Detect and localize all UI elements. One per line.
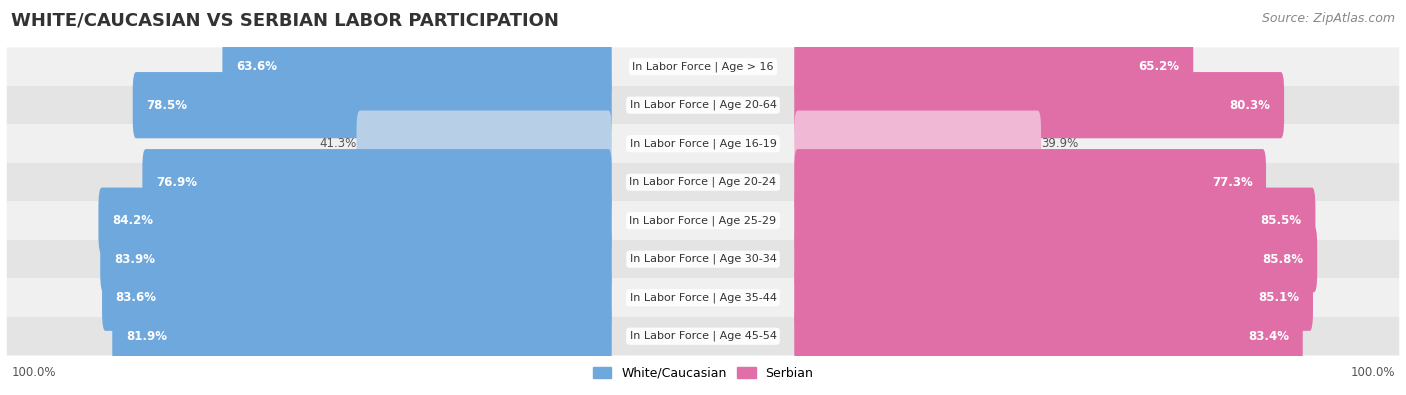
FancyBboxPatch shape: [794, 265, 1313, 331]
Legend: White/Caucasian, Serbian: White/Caucasian, Serbian: [588, 362, 818, 385]
Text: 84.2%: 84.2%: [112, 214, 153, 227]
FancyBboxPatch shape: [112, 303, 612, 369]
Text: In Labor Force | Age > 16: In Labor Force | Age > 16: [633, 61, 773, 72]
Text: 83.9%: 83.9%: [114, 253, 155, 266]
FancyBboxPatch shape: [794, 149, 1265, 215]
FancyBboxPatch shape: [794, 111, 1040, 177]
Text: 81.9%: 81.9%: [125, 330, 167, 343]
FancyBboxPatch shape: [794, 72, 1284, 138]
Text: In Labor Force | Age 30-34: In Labor Force | Age 30-34: [630, 254, 776, 265]
FancyBboxPatch shape: [794, 188, 1316, 254]
FancyBboxPatch shape: [7, 201, 1399, 240]
Text: In Labor Force | Age 16-19: In Labor Force | Age 16-19: [630, 138, 776, 149]
FancyBboxPatch shape: [7, 317, 1399, 356]
Text: 41.3%: 41.3%: [319, 137, 357, 150]
Text: 78.5%: 78.5%: [146, 99, 187, 112]
Text: 76.9%: 76.9%: [156, 176, 197, 189]
Text: 83.4%: 83.4%: [1249, 330, 1289, 343]
FancyBboxPatch shape: [7, 240, 1399, 278]
FancyBboxPatch shape: [7, 86, 1399, 124]
FancyBboxPatch shape: [222, 34, 612, 100]
Text: In Labor Force | Age 35-44: In Labor Force | Age 35-44: [630, 292, 776, 303]
Text: 80.3%: 80.3%: [1230, 99, 1271, 112]
FancyBboxPatch shape: [794, 34, 1194, 100]
FancyBboxPatch shape: [100, 226, 612, 292]
Text: In Labor Force | Age 45-54: In Labor Force | Age 45-54: [630, 331, 776, 342]
FancyBboxPatch shape: [7, 124, 1399, 163]
Text: In Labor Force | Age 20-24: In Labor Force | Age 20-24: [630, 177, 776, 188]
Text: 100.0%: 100.0%: [11, 366, 56, 379]
FancyBboxPatch shape: [142, 149, 612, 215]
Text: In Labor Force | Age 25-29: In Labor Force | Age 25-29: [630, 215, 776, 226]
FancyBboxPatch shape: [7, 163, 1399, 201]
FancyBboxPatch shape: [98, 188, 612, 254]
FancyBboxPatch shape: [7, 278, 1399, 317]
Text: 83.6%: 83.6%: [115, 291, 156, 304]
Text: WHITE/CAUCASIAN VS SERBIAN LABOR PARTICIPATION: WHITE/CAUCASIAN VS SERBIAN LABOR PARTICI…: [11, 12, 560, 30]
Text: 85.1%: 85.1%: [1258, 291, 1299, 304]
FancyBboxPatch shape: [794, 303, 1303, 369]
FancyBboxPatch shape: [7, 47, 1399, 86]
Text: 85.5%: 85.5%: [1261, 214, 1302, 227]
Text: 39.9%: 39.9%: [1040, 137, 1078, 150]
Text: 65.2%: 65.2%: [1139, 60, 1180, 73]
Text: Source: ZipAtlas.com: Source: ZipAtlas.com: [1261, 12, 1395, 25]
Text: 77.3%: 77.3%: [1212, 176, 1253, 189]
FancyBboxPatch shape: [357, 111, 612, 177]
FancyBboxPatch shape: [132, 72, 612, 138]
FancyBboxPatch shape: [794, 226, 1317, 292]
Text: 100.0%: 100.0%: [1350, 366, 1395, 379]
Text: 63.6%: 63.6%: [236, 60, 277, 73]
Text: In Labor Force | Age 20-64: In Labor Force | Age 20-64: [630, 100, 776, 111]
FancyBboxPatch shape: [103, 265, 612, 331]
Text: 85.8%: 85.8%: [1263, 253, 1303, 266]
